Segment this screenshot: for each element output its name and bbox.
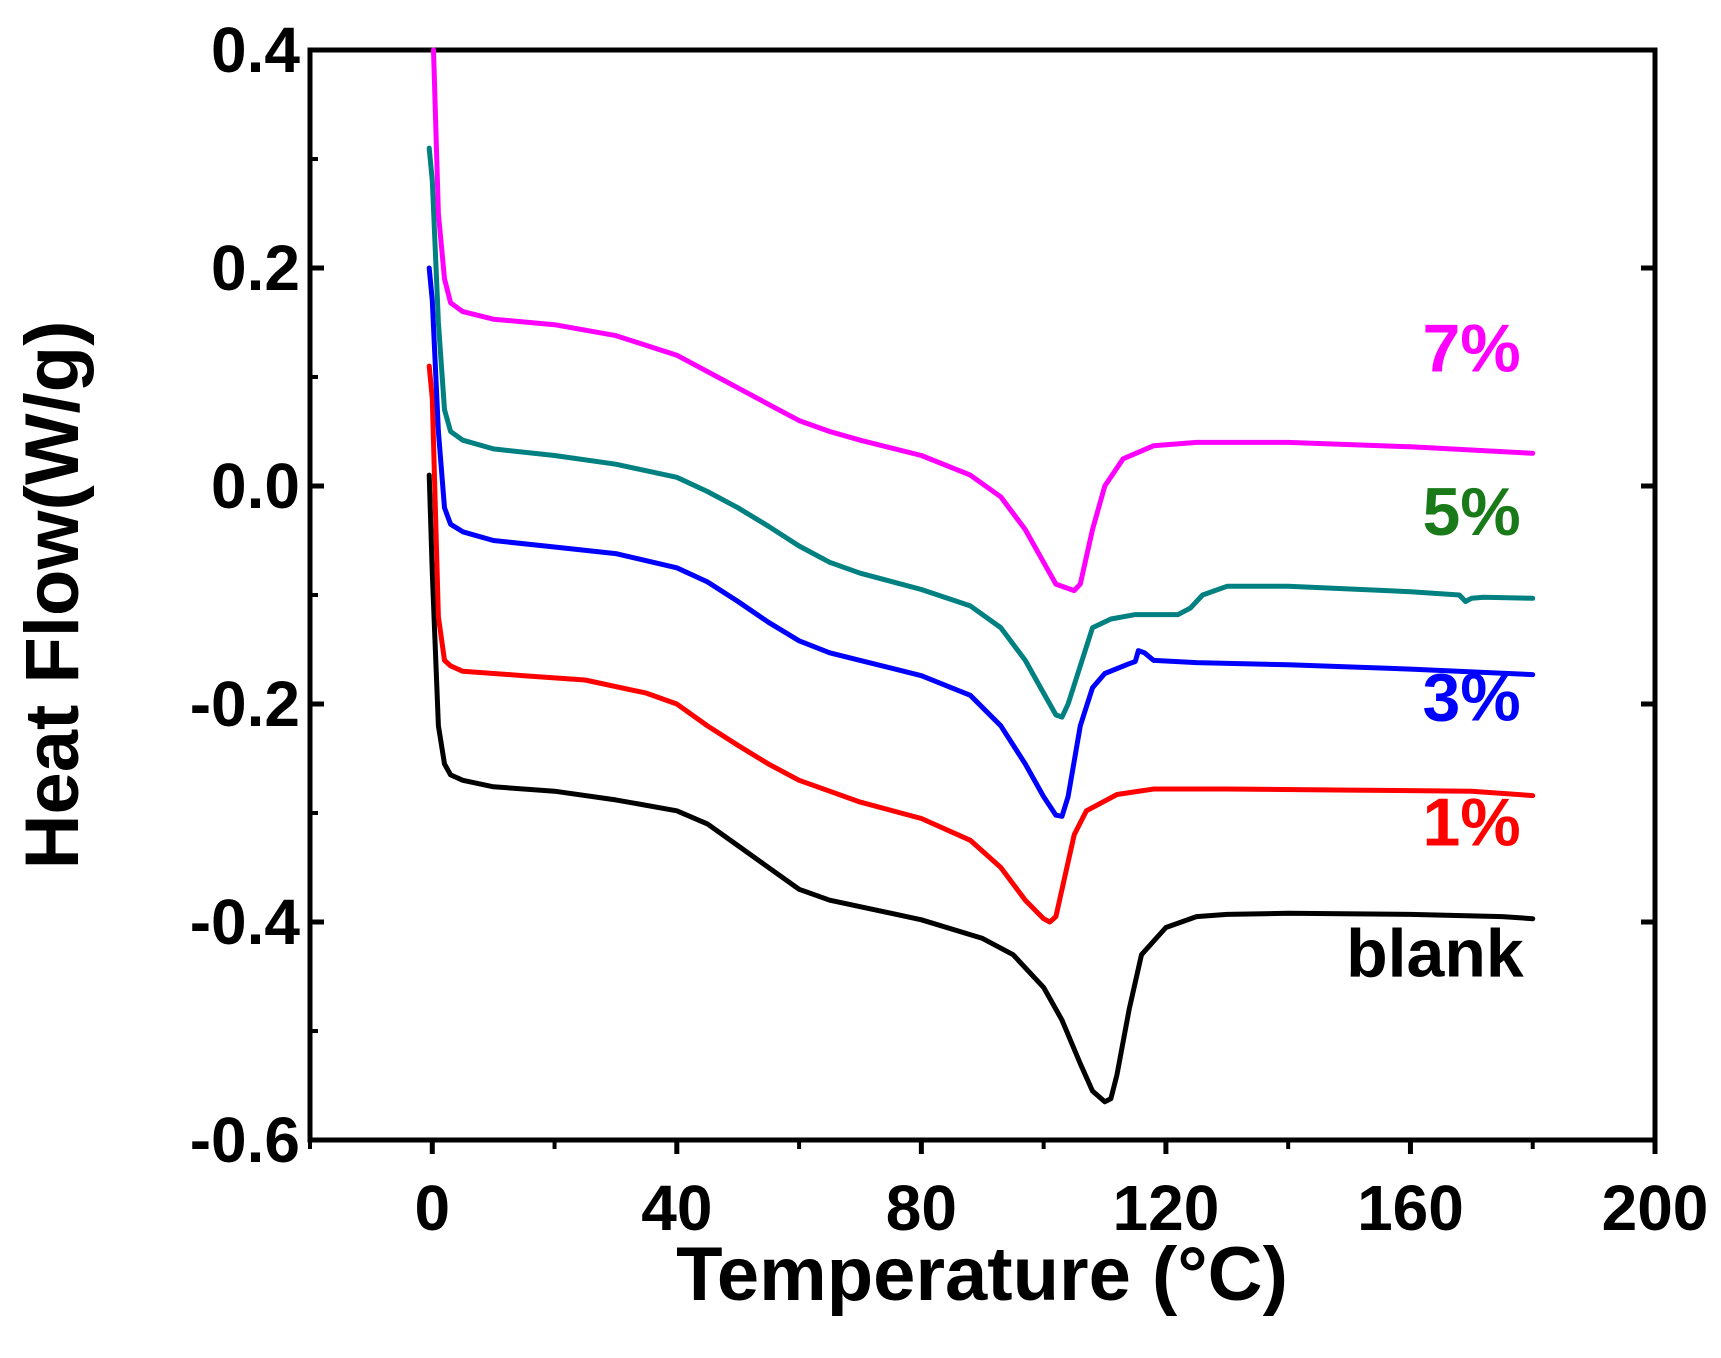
y-tick-label: -0.2 — [190, 668, 300, 740]
series-line-3pct — [426, 265, 1536, 819]
x-tick-label: 160 — [1357, 1172, 1464, 1244]
series-label-7pct: 7% — [1422, 311, 1520, 387]
series-line-5pct — [426, 145, 1536, 720]
x-tick-label: 0 — [414, 1172, 450, 1244]
x-tick-label: 120 — [1113, 1172, 1220, 1244]
series-labels: blank 1% 3% 5% 7% — [1346, 311, 1524, 992]
y-tick-label: 0.4 — [211, 14, 300, 86]
x-tick-label: 80 — [886, 1172, 957, 1244]
y-tick-label: 0.0 — [211, 450, 300, 522]
series-line-blank — [426, 472, 1536, 1105]
series-group — [426, 47, 1536, 1105]
y-axis-title: Heat Flow(W/g) — [10, 321, 95, 870]
series-label-5pct: 5% — [1422, 474, 1520, 550]
x-axis-title: Temperature (°C) — [676, 1232, 1288, 1317]
y-axis-ticks: 0.4 0.2 0.0 -0.2 -0.4 -0.6 — [190, 14, 1655, 1176]
x-axis-ticks: 0 40 80 120 160 200 — [308, 1140, 1709, 1244]
x-tick-label: 40 — [641, 1172, 712, 1244]
y-tick-label: -0.6 — [190, 1104, 300, 1176]
x-tick-label: 200 — [1602, 1172, 1709, 1244]
series-line-1pct — [426, 363, 1536, 925]
series-line-7pct — [431, 47, 1536, 594]
y-tick-label: -0.4 — [190, 886, 301, 958]
series-label-blank: blank — [1346, 916, 1524, 992]
series-label-3pct: 3% — [1422, 659, 1520, 735]
series-label-1pct: 1% — [1422, 785, 1520, 861]
y-tick-label: 0.2 — [211, 232, 300, 304]
